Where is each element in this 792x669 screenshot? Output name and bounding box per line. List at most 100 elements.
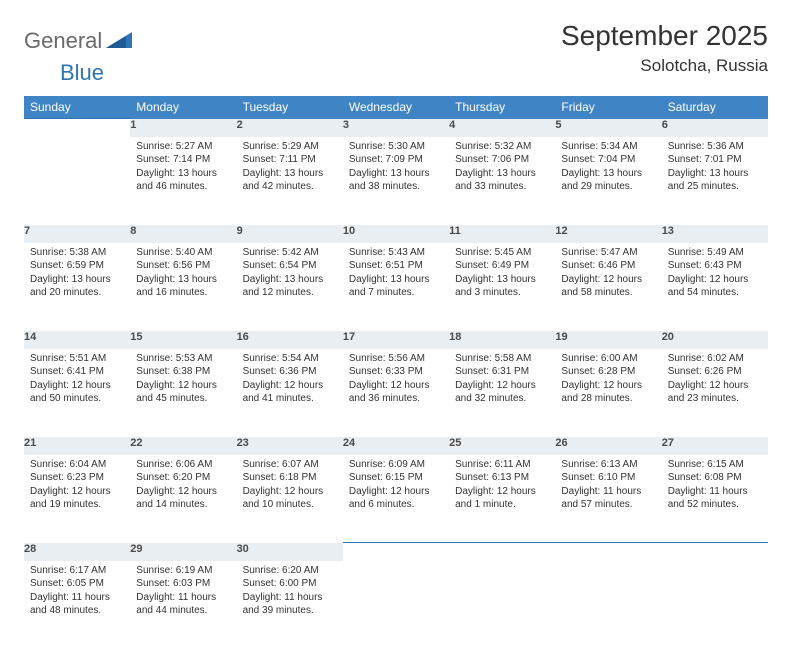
daylight-text: Daylight: 13 hours and 38 minutes. <box>349 167 443 194</box>
daylight-text: Daylight: 13 hours and 12 minutes. <box>243 273 337 300</box>
daylight-text: Daylight: 12 hours and 32 minutes. <box>455 379 549 406</box>
daylight-text: Daylight: 12 hours and 1 minute. <box>455 485 549 512</box>
day-number: 27 <box>662 437 768 455</box>
logo-text-general: General <box>24 28 102 54</box>
sunset-text: Sunset: 7:01 PM <box>668 153 762 167</box>
calendar-table: Sunday Monday Tuesday Wednesday Thursday… <box>24 96 768 649</box>
day-cell: Sunrise: 6:20 AMSunset: 6:00 PMDaylight:… <box>237 561 343 649</box>
daynum-row: 21222324252627 <box>24 437 768 455</box>
day-number: 2 <box>237 119 343 137</box>
daylight-text: Daylight: 12 hours and 28 minutes. <box>561 379 655 406</box>
daynum-row: 282930 <box>24 543 768 561</box>
day-cell-content: Sunrise: 5:42 AMSunset: 6:54 PMDaylight:… <box>237 243 343 306</box>
day-cell: Sunrise: 5:56 AMSunset: 6:33 PMDaylight:… <box>343 349 449 437</box>
day-cell-content: Sunrise: 6:06 AMSunset: 6:20 PMDaylight:… <box>130 455 236 518</box>
day-cell-content: Sunrise: 5:53 AMSunset: 6:38 PMDaylight:… <box>130 349 236 412</box>
day-number: 14 <box>24 331 130 349</box>
day-cell <box>449 561 555 649</box>
sunset-text: Sunset: 6:28 PM <box>561 365 655 379</box>
sunset-text: Sunset: 6:23 PM <box>30 471 124 485</box>
day-cell: Sunrise: 5:53 AMSunset: 6:38 PMDaylight:… <box>130 349 236 437</box>
day-cell: Sunrise: 5:36 AMSunset: 7:01 PMDaylight:… <box>662 137 768 225</box>
day-cell-content: Sunrise: 5:51 AMSunset: 6:41 PMDaylight:… <box>24 349 130 412</box>
daylight-text: Daylight: 12 hours and 10 minutes. <box>243 485 337 512</box>
day-cell-content: Sunrise: 6:17 AMSunset: 6:05 PMDaylight:… <box>24 561 130 624</box>
day-cell-content: Sunrise: 6:00 AMSunset: 6:28 PMDaylight:… <box>555 349 661 412</box>
sunrise-text: Sunrise: 5:49 AM <box>668 246 762 260</box>
day-cell-content: Sunrise: 5:45 AMSunset: 6:49 PMDaylight:… <box>449 243 555 306</box>
sunrise-text: Sunrise: 5:36 AM <box>668 140 762 154</box>
sunrise-text: Sunrise: 6:15 AM <box>668 458 762 472</box>
day-number-empty <box>662 543 768 561</box>
daylight-text: Daylight: 13 hours and 46 minutes. <box>136 167 230 194</box>
day-cell-content: Sunrise: 6:19 AMSunset: 6:03 PMDaylight:… <box>130 561 236 624</box>
day-cell: Sunrise: 6:07 AMSunset: 6:18 PMDaylight:… <box>237 455 343 543</box>
sunset-text: Sunset: 6:13 PM <box>455 471 549 485</box>
sunrise-text: Sunrise: 6:13 AM <box>561 458 655 472</box>
day-cell-content: Sunrise: 5:47 AMSunset: 6:46 PMDaylight:… <box>555 243 661 306</box>
sunrise-text: Sunrise: 6:09 AM <box>349 458 443 472</box>
sunset-text: Sunset: 6:05 PM <box>30 577 124 591</box>
day-cell: Sunrise: 5:40 AMSunset: 6:56 PMDaylight:… <box>130 243 236 331</box>
day-cell <box>555 561 661 649</box>
day-cell-content: Sunrise: 5:58 AMSunset: 6:31 PMDaylight:… <box>449 349 555 412</box>
day-cell: Sunrise: 5:43 AMSunset: 6:51 PMDaylight:… <box>343 243 449 331</box>
sunrise-text: Sunrise: 5:32 AM <box>455 140 549 154</box>
day-cell <box>662 561 768 649</box>
day-cell: Sunrise: 5:29 AMSunset: 7:11 PMDaylight:… <box>237 137 343 225</box>
day-cell-content: Sunrise: 5:32 AMSunset: 7:06 PMDaylight:… <box>449 137 555 200</box>
day-cell-content: Sunrise: 5:40 AMSunset: 6:56 PMDaylight:… <box>130 243 236 306</box>
day-number: 23 <box>237 437 343 455</box>
sunset-text: Sunset: 6:26 PM <box>668 365 762 379</box>
sunrise-text: Sunrise: 6:02 AM <box>668 352 762 366</box>
sunrise-text: Sunrise: 5:45 AM <box>455 246 549 260</box>
sunset-text: Sunset: 6:46 PM <box>561 259 655 273</box>
daylight-text: Daylight: 12 hours and 14 minutes. <box>136 485 230 512</box>
sunrise-text: Sunrise: 6:20 AM <box>243 564 337 578</box>
calendar-page: General September 2025 Solotcha, Russia … <box>0 0 792 669</box>
day-number: 22 <box>130 437 236 455</box>
day-number: 24 <box>343 437 449 455</box>
sunset-text: Sunset: 6:20 PM <box>136 471 230 485</box>
logo-triangle-icon <box>106 30 132 53</box>
day-cell: Sunrise: 5:30 AMSunset: 7:09 PMDaylight:… <box>343 137 449 225</box>
sunrise-text: Sunrise: 6:06 AM <box>136 458 230 472</box>
day-cell-content: Sunrise: 5:30 AMSunset: 7:09 PMDaylight:… <box>343 137 449 200</box>
day-number: 12 <box>555 225 661 243</box>
daylight-text: Daylight: 13 hours and 29 minutes. <box>561 167 655 194</box>
daylight-text: Daylight: 11 hours and 39 minutes. <box>243 591 337 618</box>
day-cell-content: Sunrise: 6:09 AMSunset: 6:15 PMDaylight:… <box>343 455 449 518</box>
sunset-text: Sunset: 7:14 PM <box>136 153 230 167</box>
day-number: 30 <box>237 543 343 561</box>
content-row: Sunrise: 5:38 AMSunset: 6:59 PMDaylight:… <box>24 243 768 331</box>
sunset-text: Sunset: 6:43 PM <box>668 259 762 273</box>
sunrise-text: Sunrise: 6:19 AM <box>136 564 230 578</box>
day-cell: Sunrise: 5:42 AMSunset: 6:54 PMDaylight:… <box>237 243 343 331</box>
day-cell: Sunrise: 6:19 AMSunset: 6:03 PMDaylight:… <box>130 561 236 649</box>
sunset-text: Sunset: 6:10 PM <box>561 471 655 485</box>
month-title: September 2025 <box>561 20 768 52</box>
day-cell-content: Sunrise: 5:36 AMSunset: 7:01 PMDaylight:… <box>662 137 768 200</box>
day-cell-content: Sunrise: 5:56 AMSunset: 6:33 PMDaylight:… <box>343 349 449 412</box>
sunrise-text: Sunrise: 6:04 AM <box>30 458 124 472</box>
day-number-empty <box>555 543 661 561</box>
weekday-sunday: Sunday <box>24 96 130 119</box>
weekday-row: Sunday Monday Tuesday Wednesday Thursday… <box>24 96 768 119</box>
sunset-text: Sunset: 7:09 PM <box>349 153 443 167</box>
sunrise-text: Sunrise: 5:30 AM <box>349 140 443 154</box>
daylight-text: Daylight: 12 hours and 50 minutes. <box>30 379 124 406</box>
sunrise-text: Sunrise: 5:27 AM <box>136 140 230 154</box>
sunset-text: Sunset: 7:11 PM <box>243 153 337 167</box>
content-row: Sunrise: 5:27 AMSunset: 7:14 PMDaylight:… <box>24 137 768 225</box>
calendar-header: Sunday Monday Tuesday Wednesday Thursday… <box>24 96 768 119</box>
daylight-text: Daylight: 13 hours and 3 minutes. <box>455 273 549 300</box>
sunset-text: Sunset: 6:08 PM <box>668 471 762 485</box>
day-number: 1 <box>130 119 236 137</box>
day-cell: Sunrise: 5:32 AMSunset: 7:06 PMDaylight:… <box>449 137 555 225</box>
weekday-friday: Friday <box>555 96 661 119</box>
sunset-text: Sunset: 7:06 PM <box>455 153 549 167</box>
daylight-text: Daylight: 13 hours and 33 minutes. <box>455 167 549 194</box>
sunrise-text: Sunrise: 6:07 AM <box>243 458 337 472</box>
day-cell-content: Sunrise: 6:02 AMSunset: 6:26 PMDaylight:… <box>662 349 768 412</box>
day-cell: Sunrise: 5:38 AMSunset: 6:59 PMDaylight:… <box>24 243 130 331</box>
